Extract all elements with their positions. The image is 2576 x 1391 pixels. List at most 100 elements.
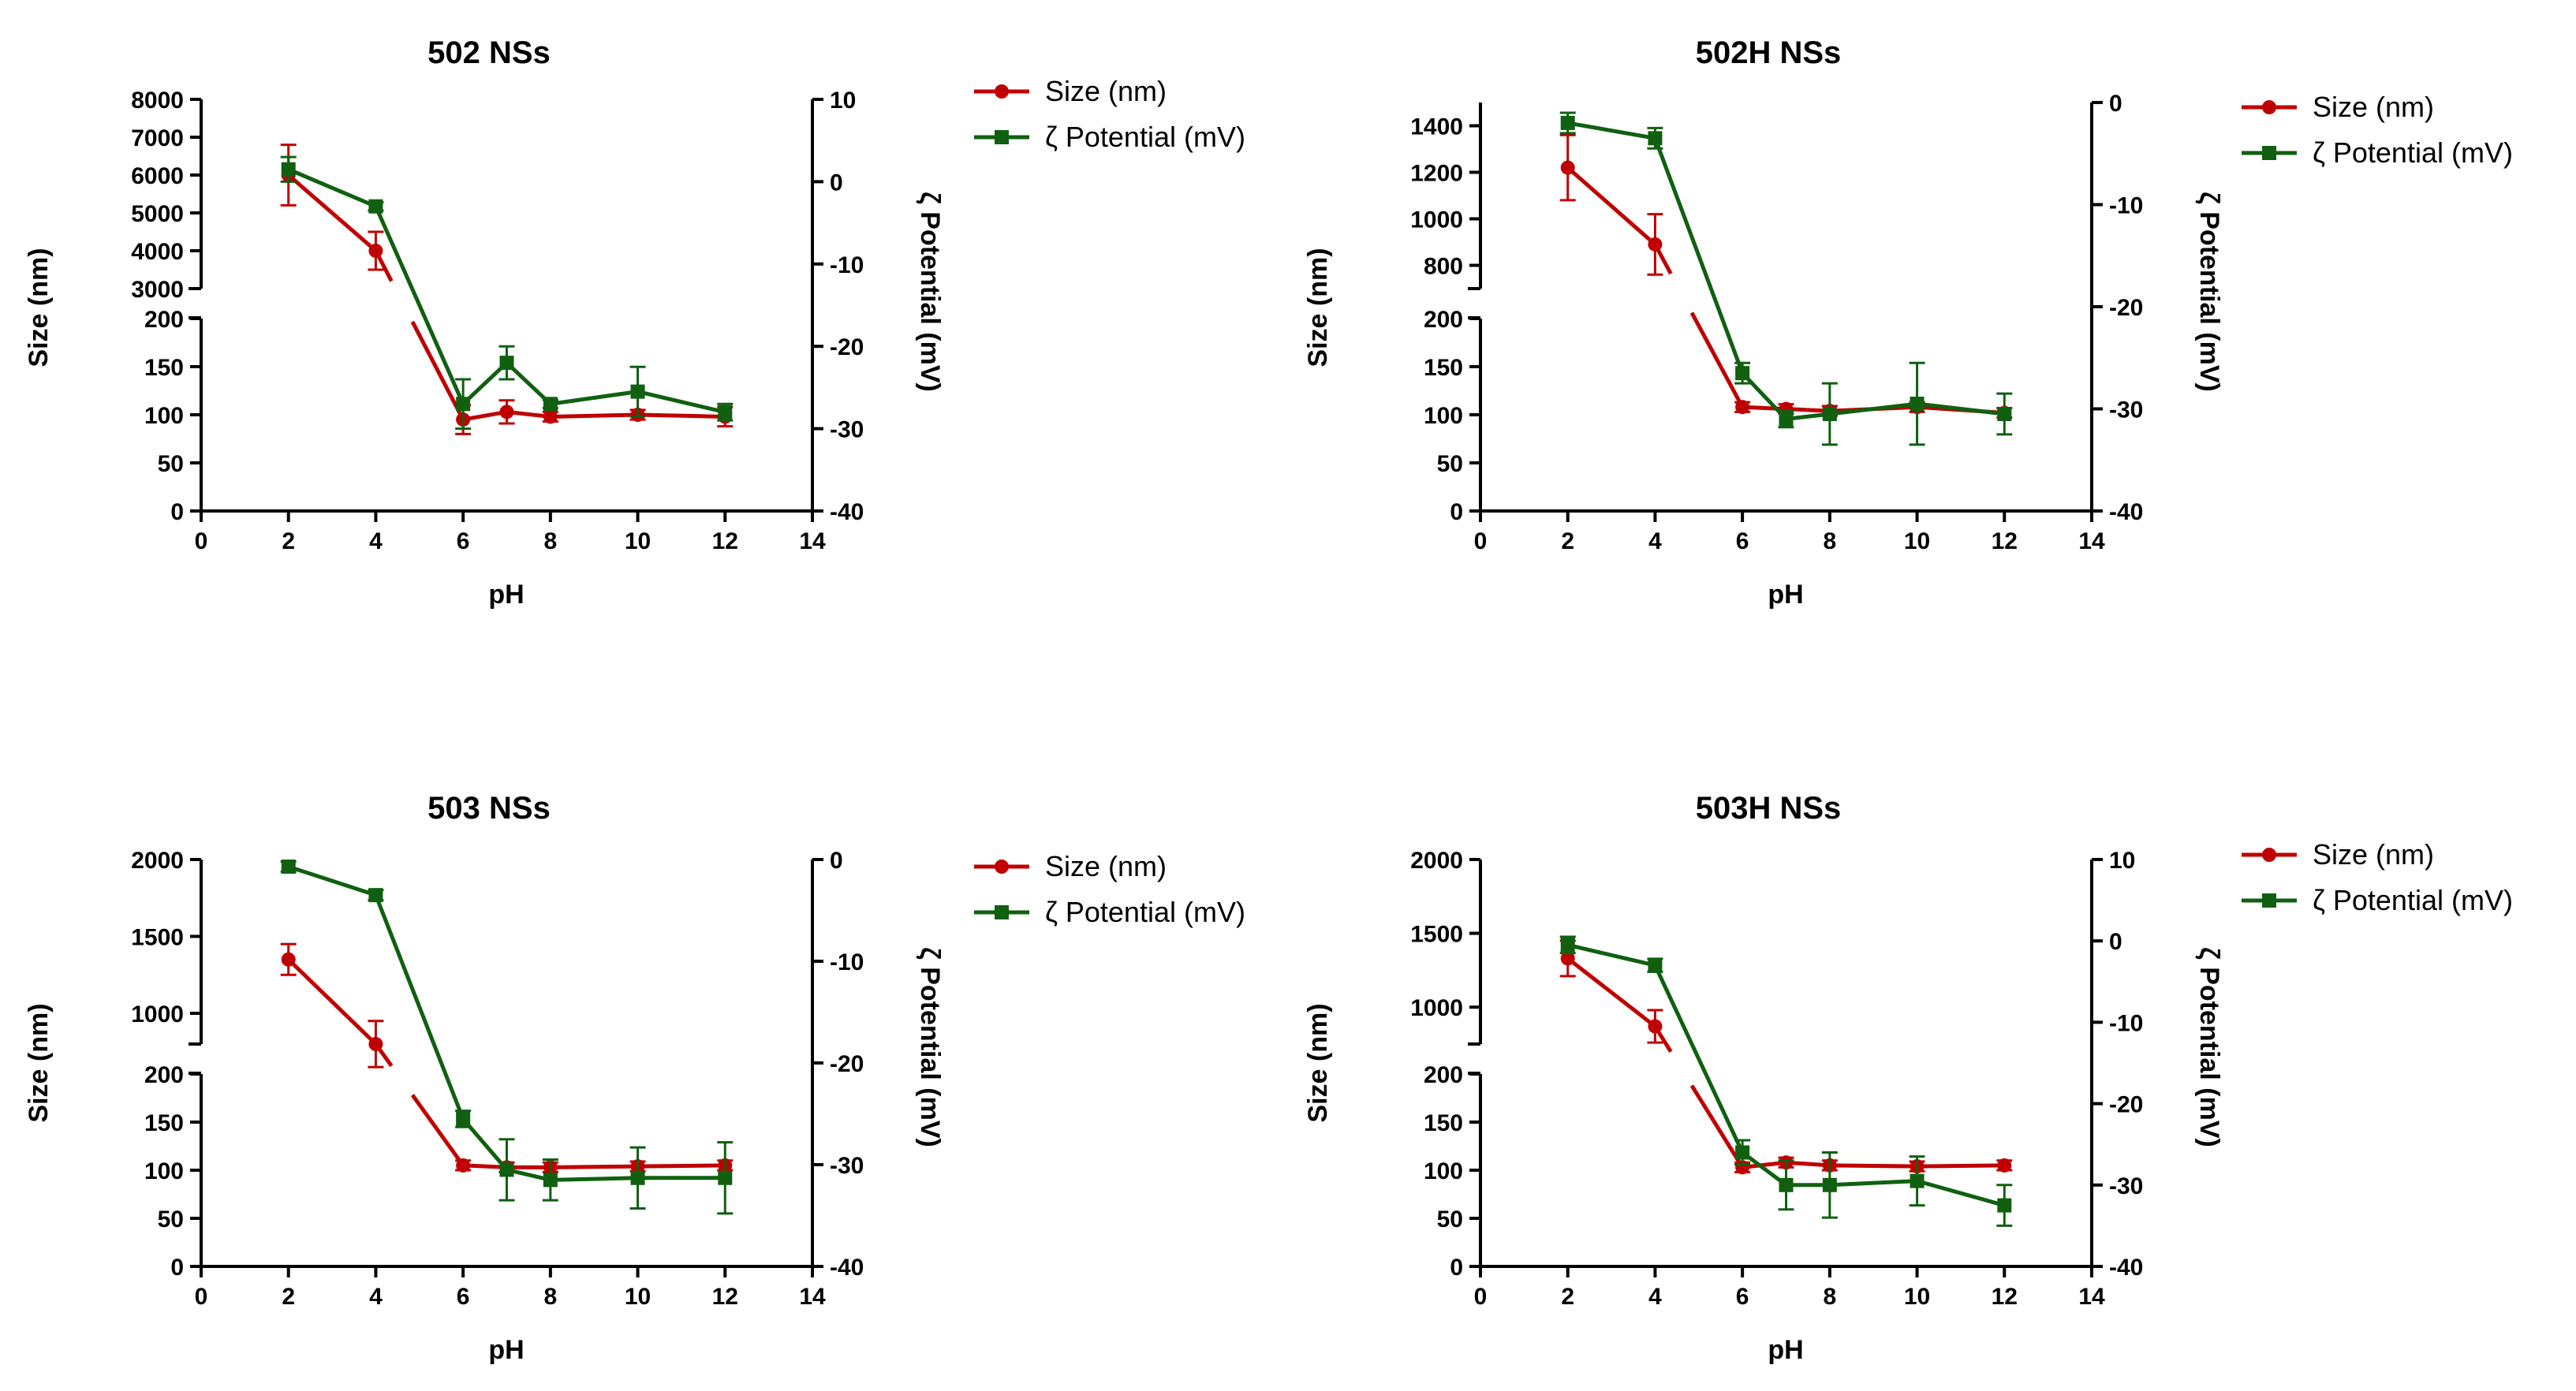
y2-tick-label: -20 bbox=[830, 1051, 864, 1077]
y2-tick-label: -20 bbox=[2109, 295, 2143, 321]
data-point-size bbox=[543, 409, 558, 424]
legend-marker-zeta bbox=[2262, 146, 2276, 160]
chart-panel: 502H NSs 0 2 4 6 8 10 12 14 0 50 100 150 200 800 1000 12… bbox=[1303, 35, 2513, 610]
y-tick-label: 1000 bbox=[131, 1001, 184, 1027]
x-axis-label: pH bbox=[1768, 1335, 1803, 1365]
x-tick-label: 4 bbox=[1648, 1284, 1662, 1310]
series-line bbox=[637, 390, 726, 415]
series-line bbox=[506, 409, 551, 419]
data-point-zeta bbox=[718, 405, 733, 420]
y-tick-label: 8000 bbox=[131, 88, 184, 114]
series-line bbox=[287, 173, 378, 252]
series-line bbox=[550, 412, 638, 419]
data-point-size bbox=[368, 244, 383, 258]
x-tick-label: 4 bbox=[369, 1284, 383, 1310]
y2-tick-label: -10 bbox=[830, 252, 864, 278]
y-tick-label: 6000 bbox=[131, 163, 184, 189]
x-tick-label: 14 bbox=[799, 1284, 826, 1310]
x-tick-label: 6 bbox=[1736, 528, 1749, 554]
legend-label-zeta: ζ Potential (mV) bbox=[2313, 884, 2513, 916]
series-line bbox=[462, 409, 507, 422]
data-point-zeta bbox=[1560, 115, 1575, 130]
data-point-size bbox=[456, 1158, 471, 1173]
y-tick-label: 50 bbox=[1437, 451, 1463, 477]
x-tick-label: 6 bbox=[1736, 1284, 1749, 1310]
series-line bbox=[1917, 401, 2005, 416]
data-point-zeta bbox=[1648, 131, 1663, 146]
y2-tick-label: 0 bbox=[2109, 91, 2122, 117]
legend-label-zeta: ζ Potential (mV) bbox=[1045, 121, 1245, 153]
y-tick-label: 200 bbox=[144, 1062, 184, 1088]
y-tick-label: 1500 bbox=[1410, 922, 1463, 948]
legend-marker-size bbox=[2262, 848, 2276, 862]
series-line bbox=[1829, 1163, 1917, 1169]
series-line bbox=[1567, 121, 1656, 140]
y-tick-label: 100 bbox=[144, 1158, 184, 1184]
legend-marker-zeta bbox=[995, 130, 1009, 144]
data-point-zeta bbox=[281, 860, 296, 875]
series-line bbox=[1786, 1160, 1831, 1168]
chart-panel: 503 NSs 0 2 4 6 8 10 12 14 0 50 100 150 200 1000 1500 20… bbox=[24, 791, 1245, 1365]
x-axis-label: pH bbox=[1768, 580, 1803, 610]
legend-label-size: Size (nm) bbox=[2313, 91, 2434, 123]
x-tick-label: 4 bbox=[369, 528, 383, 554]
data-point-zeta bbox=[1910, 1173, 1925, 1188]
x-tick-label: 0 bbox=[1474, 528, 1488, 554]
series-line bbox=[410, 320, 465, 421]
x-tick-label: 8 bbox=[1824, 528, 1837, 554]
data-point-size bbox=[1648, 237, 1663, 252]
x-tick-label: 6 bbox=[457, 1284, 470, 1310]
x-tick-label: 10 bbox=[1904, 528, 1930, 554]
series-line bbox=[461, 361, 509, 406]
x-tick-label: 2 bbox=[282, 528, 295, 554]
series-line bbox=[374, 894, 465, 1120]
data-point-zeta bbox=[499, 1162, 514, 1177]
series-line bbox=[1566, 166, 1657, 246]
x-tick-label: 12 bbox=[712, 528, 738, 554]
y-tick-label: 1500 bbox=[131, 925, 184, 951]
x-tick-label: 14 bbox=[2078, 528, 2105, 554]
data-point-zeta bbox=[1735, 1145, 1750, 1160]
y-axis-label: Size (nm) bbox=[24, 248, 54, 367]
data-point-zeta bbox=[368, 199, 383, 214]
data-point-zeta bbox=[543, 397, 558, 412]
y2-axis-label: ζ Potential (mV) bbox=[2194, 192, 2224, 392]
series-line bbox=[1917, 1163, 2005, 1169]
y-tick-label: 1000 bbox=[1410, 207, 1463, 233]
series-line bbox=[1741, 1150, 1787, 1187]
legend-label-size: Size (nm) bbox=[1045, 75, 1167, 107]
data-point-zeta bbox=[1910, 397, 1925, 412]
y2-tick-label: -30 bbox=[2109, 1173, 2143, 1199]
y-tick-label: 50 bbox=[1437, 1206, 1463, 1233]
y2-tick-label: -20 bbox=[2109, 1092, 2143, 1118]
y-tick-label: 5000 bbox=[131, 201, 184, 227]
x-tick-label: 10 bbox=[625, 1284, 651, 1310]
y2-tick-label: -10 bbox=[2109, 1010, 2143, 1036]
series-line bbox=[550, 1176, 638, 1182]
data-point-zeta bbox=[718, 1170, 733, 1185]
y2-tick-label: 0 bbox=[830, 170, 843, 196]
y-axis-label: Size (nm) bbox=[1303, 248, 1333, 367]
y-tick-label: 150 bbox=[1424, 1110, 1463, 1136]
x-tick-label: 0 bbox=[195, 1284, 208, 1310]
data-point-zeta bbox=[1822, 1177, 1837, 1192]
x-tick-label: 6 bbox=[457, 528, 470, 554]
series-line bbox=[1829, 1179, 1917, 1188]
x-tick-label: 2 bbox=[1561, 1284, 1574, 1310]
x-tick-label: 0 bbox=[195, 528, 208, 554]
y-tick-label: 150 bbox=[1424, 355, 1463, 381]
series-line bbox=[506, 1168, 551, 1182]
legend-marker-size bbox=[995, 860, 1009, 874]
data-point-size bbox=[499, 405, 514, 420]
y-axis-label: Size (nm) bbox=[1303, 1003, 1333, 1122]
y-tick-label: 2000 bbox=[131, 848, 184, 874]
y2-axis-label: ζ Potential (mV) bbox=[915, 947, 945, 1147]
series-line bbox=[1786, 407, 1830, 413]
y-tick-label: 1200 bbox=[1410, 161, 1463, 187]
y2-tick-label: 0 bbox=[830, 848, 843, 874]
series-line bbox=[1566, 957, 1656, 1028]
series-line bbox=[550, 390, 638, 406]
y-tick-label: 0 bbox=[170, 1255, 184, 1281]
y-tick-label: 800 bbox=[1424, 254, 1463, 280]
x-tick-label: 2 bbox=[282, 1284, 295, 1310]
